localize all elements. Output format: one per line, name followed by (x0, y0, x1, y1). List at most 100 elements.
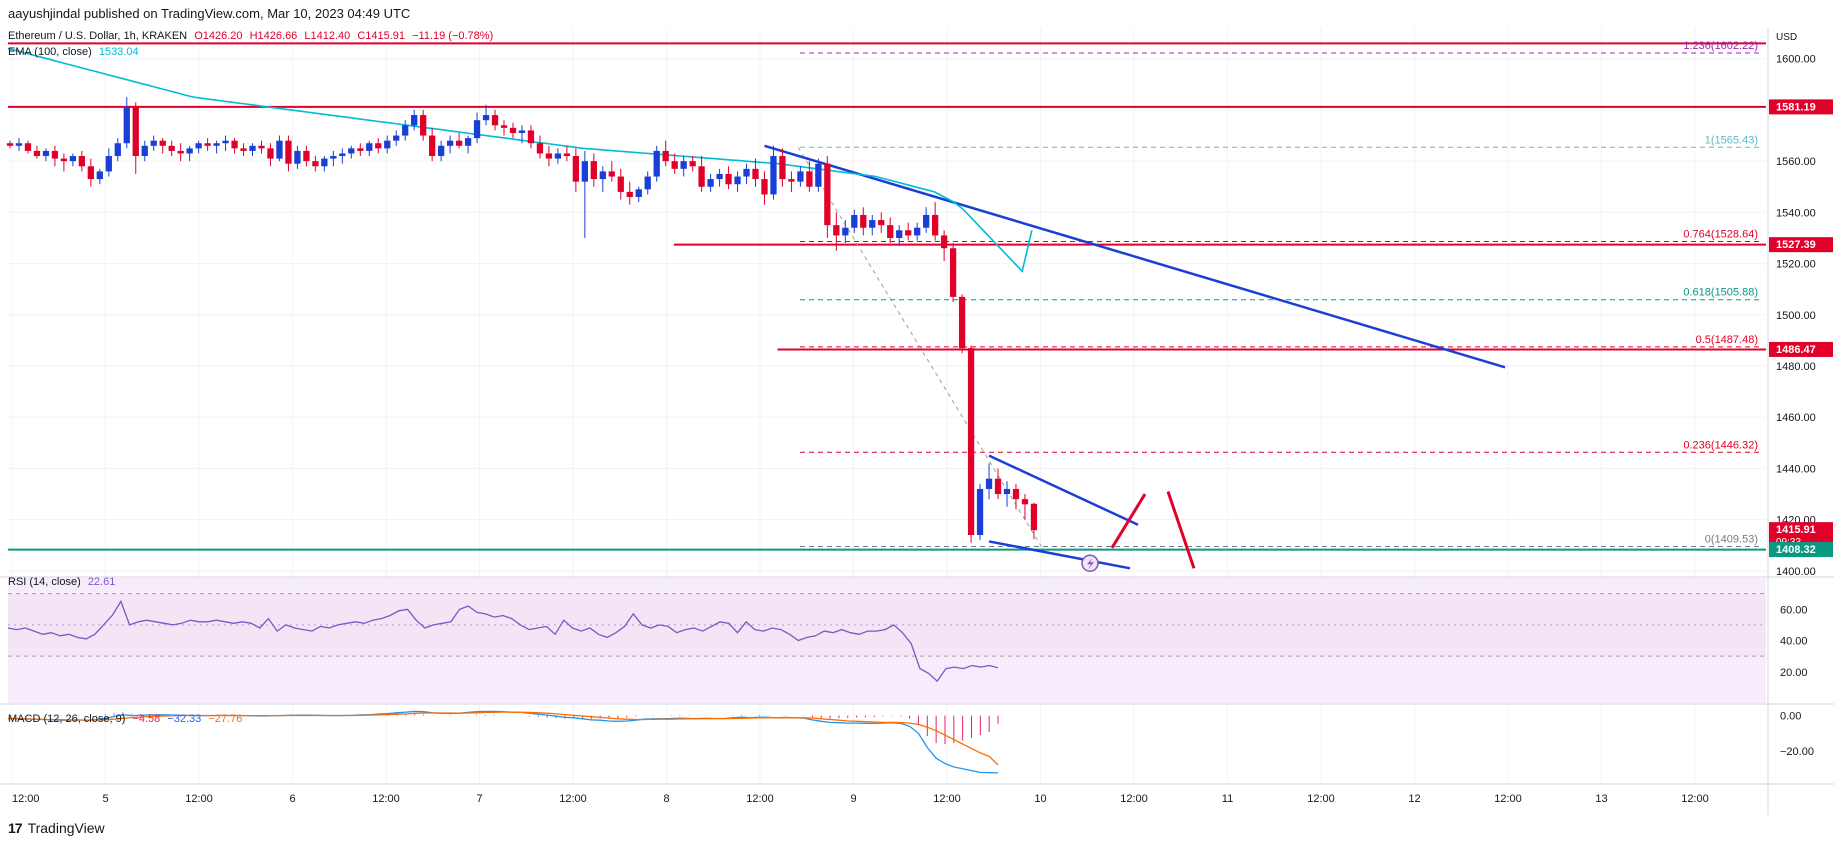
candle (527, 125, 535, 149)
candle (887, 217, 894, 244)
candle (294, 145, 301, 169)
candle (599, 166, 606, 192)
candle-body (869, 220, 876, 228)
candle-body (411, 115, 418, 126)
tradingview-logo-icon: 17 (8, 820, 23, 836)
candle (608, 161, 615, 182)
candle (69, 153, 77, 167)
candle-body (581, 161, 588, 182)
candle-body (770, 156, 777, 195)
candle (779, 148, 786, 187)
trend-lines (764, 144, 1506, 570)
candle (446, 135, 454, 154)
candle-body (168, 145, 175, 151)
candle-body (967, 348, 975, 536)
candle-body (716, 173, 723, 180)
candle (177, 143, 184, 162)
candle-body (644, 176, 651, 190)
candle-body (132, 107, 139, 157)
candle (330, 150, 337, 167)
candle-body (464, 138, 472, 146)
candle-body (491, 115, 499, 126)
candle (312, 156, 319, 172)
candle-body (437, 145, 445, 157)
candle-body (87, 166, 94, 180)
time-tick-label: 13 (1595, 793, 1607, 805)
channel-lower-line (988, 540, 1131, 570)
rsi-line-path (7, 599, 999, 683)
candle-body (6, 143, 14, 146)
candle (33, 145, 41, 159)
candle-body (734, 176, 741, 185)
candle (734, 171, 741, 192)
candle-body (940, 235, 948, 249)
breakout-arrow-up (1110, 493, 1147, 549)
candle (276, 135, 283, 162)
candle-body (554, 153, 562, 159)
candle-body (231, 140, 238, 149)
price-marker-box (1769, 341, 1833, 357)
candle-body (177, 150, 184, 154)
lightning-bolt (1087, 558, 1094, 570)
candle-body (114, 143, 121, 157)
candle (240, 143, 247, 157)
candle (698, 156, 705, 192)
price-marker-box (1769, 99, 1833, 115)
candle (87, 158, 94, 187)
candle (860, 207, 867, 236)
chart-canvas[interactable]: 1.236(1602.22) 1(1565.43) 0.764(1528.64) 0.… (0, 28, 1834, 815)
currency-label: USD (1776, 32, 1797, 43)
candle (437, 140, 445, 162)
candle (231, 138, 238, 154)
candle (366, 140, 373, 157)
candle (51, 145, 59, 167)
candle (384, 135, 391, 154)
candle (222, 135, 229, 151)
candle (581, 150, 588, 238)
candle-body (473, 120, 481, 139)
macd-legend: MACD (12, 26, close, 9) −4.58 −32.33 −27… (8, 713, 246, 725)
candle-body (375, 143, 382, 149)
time-tick-label: 12:00 (1494, 793, 1522, 805)
time-tick-label: 12:00 (746, 793, 774, 805)
candle-body (985, 478, 993, 489)
candle (60, 153, 68, 172)
candle-body (150, 140, 157, 146)
rsi-tick-label: 60.00 (1780, 604, 1808, 616)
signal-line-path (8, 711, 999, 766)
candle-body (348, 148, 355, 154)
macd-tick-label: −20.00 (1780, 746, 1814, 758)
candle (464, 135, 472, 154)
candle-body (976, 488, 984, 536)
candle-body (482, 115, 490, 121)
candle-body (33, 150, 41, 157)
low-value: L1412.40 (304, 30, 351, 42)
candle-body (1012, 488, 1020, 500)
candle-body (590, 161, 597, 180)
candle-body (51, 150, 59, 159)
time-tick-label: 12:00 (1307, 793, 1335, 805)
macd-hist-value: −4.58 (132, 713, 161, 725)
candle (869, 214, 876, 236)
candle (967, 345, 975, 543)
ema-value: 1533.04 (98, 46, 139, 58)
ema-line (7, 47, 1033, 273)
candle-body (707, 179, 714, 187)
candle (258, 140, 265, 154)
candle-body (69, 156, 77, 162)
rsi-value: 22.61 (87, 576, 116, 588)
candle (671, 153, 678, 174)
time-axis: 12:00 5 12:00 6 12:00 7 12:00 8 12:00 9 12:00 10 12:… (12, 793, 1709, 805)
main-legend: Ethereum / U.S. Dollar, 1h, KRAKEN O1426… (8, 30, 497, 42)
candle (411, 109, 418, 131)
candle (707, 173, 714, 192)
time-tick-label: 9 (850, 793, 856, 805)
macd-lines (7, 710, 999, 774)
candle-body (851, 214, 858, 228)
candle-body (806, 171, 813, 187)
price-marker-box (1769, 237, 1833, 253)
candle (339, 148, 346, 164)
candle (976, 483, 984, 541)
candle-body (285, 140, 292, 164)
candle (923, 207, 930, 233)
